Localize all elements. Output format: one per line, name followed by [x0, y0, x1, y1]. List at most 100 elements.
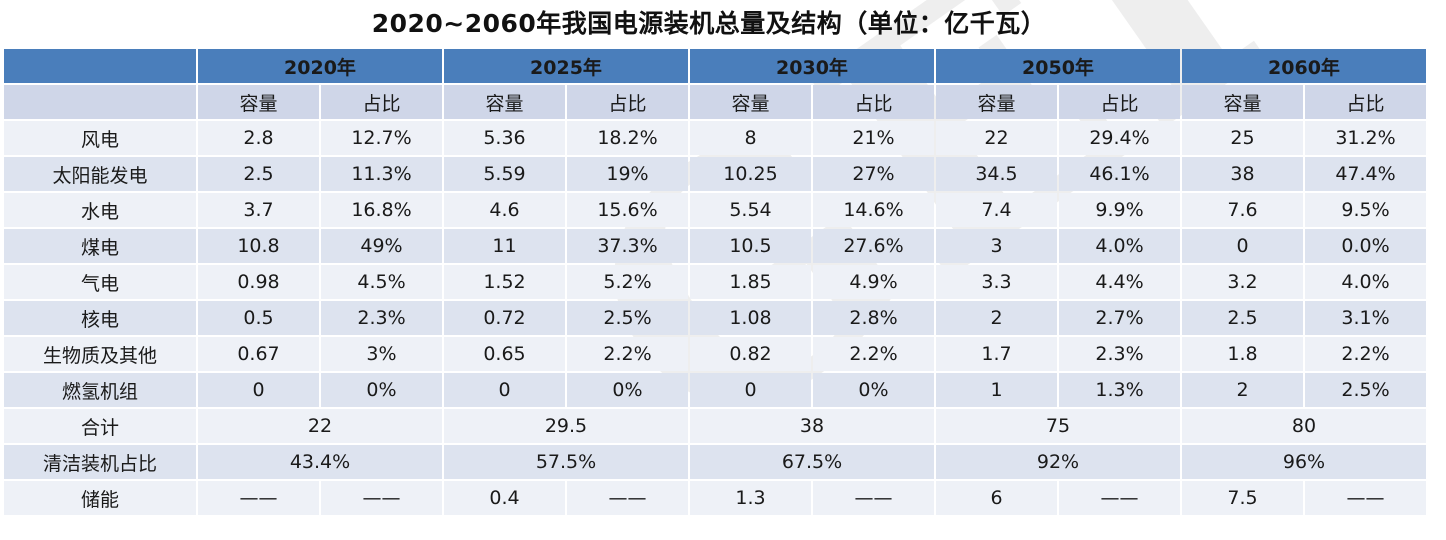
- row-label: 煤电: [4, 229, 196, 263]
- storage-label: 储能: [4, 481, 196, 515]
- share-cell: 11.3%: [321, 157, 442, 191]
- share-cell: 2.2%: [813, 337, 934, 371]
- capacity-cell: 1.08: [690, 301, 811, 335]
- capacity-cell: 0.82: [690, 337, 811, 371]
- year-header: 2060年: [1182, 49, 1426, 83]
- total-cell: 38: [690, 409, 934, 443]
- capacity-cell: 5.59: [444, 157, 565, 191]
- share-cell: 29.4%: [1059, 121, 1180, 155]
- share-cell: 19%: [567, 157, 688, 191]
- table-row: 煤电 10.8 49% 11 37.3% 10.5 27.6% 3 4.0% 0 0.0%: [4, 229, 1426, 263]
- row-label: 气电: [4, 265, 196, 299]
- capacity-cell: 0.72: [444, 301, 565, 335]
- share-header: 占比: [321, 85, 442, 119]
- share-cell: 18.2%: [567, 121, 688, 155]
- table-row: 风电 2.8 12.7% 5.36 18.2% 8 21% 22 29.4% 25 31.2%: [4, 121, 1426, 155]
- table-row: 核电 0.5 2.3% 0.72 2.5% 1.08 2.8% 2 2.7% 2.5 3.1%: [4, 301, 1426, 335]
- capacity-cell: 1.52: [444, 265, 565, 299]
- sub-header-corner: [4, 85, 196, 119]
- share-cell: 4.5%: [321, 265, 442, 299]
- year-header: 2050年: [936, 49, 1180, 83]
- storage-row: 储能 —— —— 0.4 —— 1.3 —— 6 —— 7.5 ——: [4, 481, 1426, 515]
- capacity-cell: 3.2: [1182, 265, 1303, 299]
- capacity-cell: 0.98: [198, 265, 319, 299]
- storage-cell: ——: [321, 481, 442, 515]
- share-cell: 3.1%: [1305, 301, 1426, 335]
- capacity-cell: 10.8: [198, 229, 319, 263]
- share-header: 占比: [1305, 85, 1426, 119]
- table-row: 太阳能发电 2.5 11.3% 5.59 19% 10.25 27% 34.5 46.1% 38 4…: [4, 157, 1426, 191]
- share-cell: 9.9%: [1059, 193, 1180, 227]
- capacity-cell: 2: [1182, 373, 1303, 407]
- share-cell: 27.6%: [813, 229, 934, 263]
- row-label: 燃氢机组: [4, 373, 196, 407]
- share-header: 占比: [567, 85, 688, 119]
- row-label: 核电: [4, 301, 196, 335]
- table-row: 生物质及其他 0.67 3% 0.65 2.2% 0.82 2.2% 1.7 2.3% 1.8 2.…: [4, 337, 1426, 371]
- capacity-cell: 5.36: [444, 121, 565, 155]
- row-label: 太阳能发电: [4, 157, 196, 191]
- storage-cell: ——: [567, 481, 688, 515]
- capacity-cell: 1.8: [1182, 337, 1303, 371]
- clean-share-cell: 67.5%: [690, 445, 934, 479]
- capacity-cell: 2.5: [198, 157, 319, 191]
- capacity-cell: 2.5: [1182, 301, 1303, 335]
- total-cell: 80: [1182, 409, 1426, 443]
- share-cell: 2.3%: [321, 301, 442, 335]
- share-cell: 27%: [813, 157, 934, 191]
- share-cell: 2.2%: [1305, 337, 1426, 371]
- capacity-cell: 3: [936, 229, 1057, 263]
- capacity-header: 容量: [936, 85, 1057, 119]
- storage-cell: 6: [936, 481, 1057, 515]
- capacity-cell: 1.85: [690, 265, 811, 299]
- clean-share-cell: 96%: [1182, 445, 1426, 479]
- capacity-header: 容量: [198, 85, 319, 119]
- year-header: 2020年: [198, 49, 442, 83]
- share-cell: 31.2%: [1305, 121, 1426, 155]
- share-cell: 15.6%: [567, 193, 688, 227]
- share-cell: 46.1%: [1059, 157, 1180, 191]
- clean-share-cell: 43.4%: [198, 445, 442, 479]
- table-row: 水电 3.7 16.8% 4.6 15.6% 5.54 14.6% 7.4 9.9% 7.6 9.5…: [4, 193, 1426, 227]
- capacity-cell: 3.7: [198, 193, 319, 227]
- capacity-cell: 7.6: [1182, 193, 1303, 227]
- capacity-cell: 2.8: [198, 121, 319, 155]
- total-cell: 75: [936, 409, 1180, 443]
- total-row: 合计 22 29.5 38 75 80: [4, 409, 1426, 443]
- share-cell: 0.0%: [1305, 229, 1426, 263]
- share-cell: 4.0%: [1059, 229, 1180, 263]
- capacity-cell: 0.67: [198, 337, 319, 371]
- share-cell: 2.5%: [567, 301, 688, 335]
- capacity-cell: 22: [936, 121, 1057, 155]
- capacity-cell: 7.4: [936, 193, 1057, 227]
- total-cell: 29.5: [444, 409, 688, 443]
- share-cell: 2.7%: [1059, 301, 1180, 335]
- row-label: 水电: [4, 193, 196, 227]
- capacity-cell: 0: [690, 373, 811, 407]
- share-header: 占比: [813, 85, 934, 119]
- capacity-cell: 4.6: [444, 193, 565, 227]
- year-header: 2025年: [444, 49, 688, 83]
- share-cell: 12.7%: [321, 121, 442, 155]
- capacity-cell: 0: [1182, 229, 1303, 263]
- capacity-header: 容量: [1182, 85, 1303, 119]
- share-cell: 4.0%: [1305, 265, 1426, 299]
- share-cell: 3%: [321, 337, 442, 371]
- capacity-cell: 5.54: [690, 193, 811, 227]
- capacity-cell: 8: [690, 121, 811, 155]
- capacity-cell: 3.3: [936, 265, 1057, 299]
- capacity-cell: 0: [444, 373, 565, 407]
- share-cell: 4.4%: [1059, 265, 1180, 299]
- share-cell: 1.3%: [1059, 373, 1180, 407]
- share-cell: 0%: [321, 373, 442, 407]
- total-cell: 22: [198, 409, 442, 443]
- share-cell: 47.4%: [1305, 157, 1426, 191]
- capacity-cell: 0.5: [198, 301, 319, 335]
- share-header: 占比: [1059, 85, 1180, 119]
- table-row: 燃氢机组 0 0% 0 0% 0 0% 1 1.3% 2 2.5%: [4, 373, 1426, 407]
- storage-cell: ——: [1305, 481, 1426, 515]
- capacity-cell: 2: [936, 301, 1057, 335]
- capacity-cell: 10.5: [690, 229, 811, 263]
- storage-cell: ——: [1059, 481, 1180, 515]
- clean-share-cell: 92%: [936, 445, 1180, 479]
